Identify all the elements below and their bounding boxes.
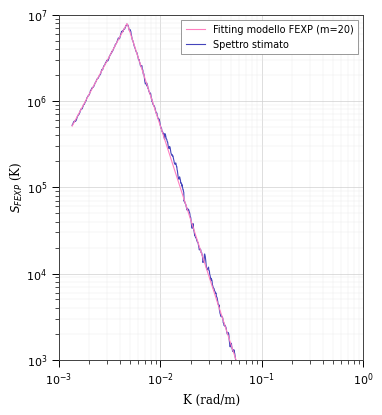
- Legend: Fitting modello FEXP (m=20), Spettro stimato: Fitting modello FEXP (m=20), Spettro sti…: [181, 20, 358, 54]
- Spettro stimato: [125, 22, 129, 27]
- Fitting modello FEXP (m=20): [159, 125, 163, 130]
- Spettro stimato: [212, 286, 217, 291]
- Spettro stimato: [84, 98, 88, 103]
- Spettro stimato: [199, 250, 204, 255]
- Fitting modello FEXP (m=20): [232, 352, 237, 357]
- Fitting modello FEXP (m=20): [97, 73, 101, 78]
- Fitting modello FEXP (m=20): [231, 349, 236, 354]
- Spettro stimato: [239, 374, 243, 378]
- Fitting modello FEXP (m=20): [143, 77, 147, 82]
- Fitting modello FEXP (m=20): [70, 124, 74, 129]
- Line: Fitting modello FEXP (m=20): Fitting modello FEXP (m=20): [72, 24, 295, 415]
- Fitting modello FEXP (m=20): [125, 22, 129, 27]
- Spettro stimato: [205, 267, 210, 272]
- X-axis label: K (rad/m): K (rad/m): [183, 394, 240, 407]
- Line: Spettro stimato: Spettro stimato: [72, 24, 295, 415]
- Spettro stimato: [70, 123, 74, 128]
- Fitting modello FEXP (m=20): [210, 285, 215, 290]
- Y-axis label: $S_{FEXP}$ (K): $S_{FEXP}$ (K): [8, 162, 24, 213]
